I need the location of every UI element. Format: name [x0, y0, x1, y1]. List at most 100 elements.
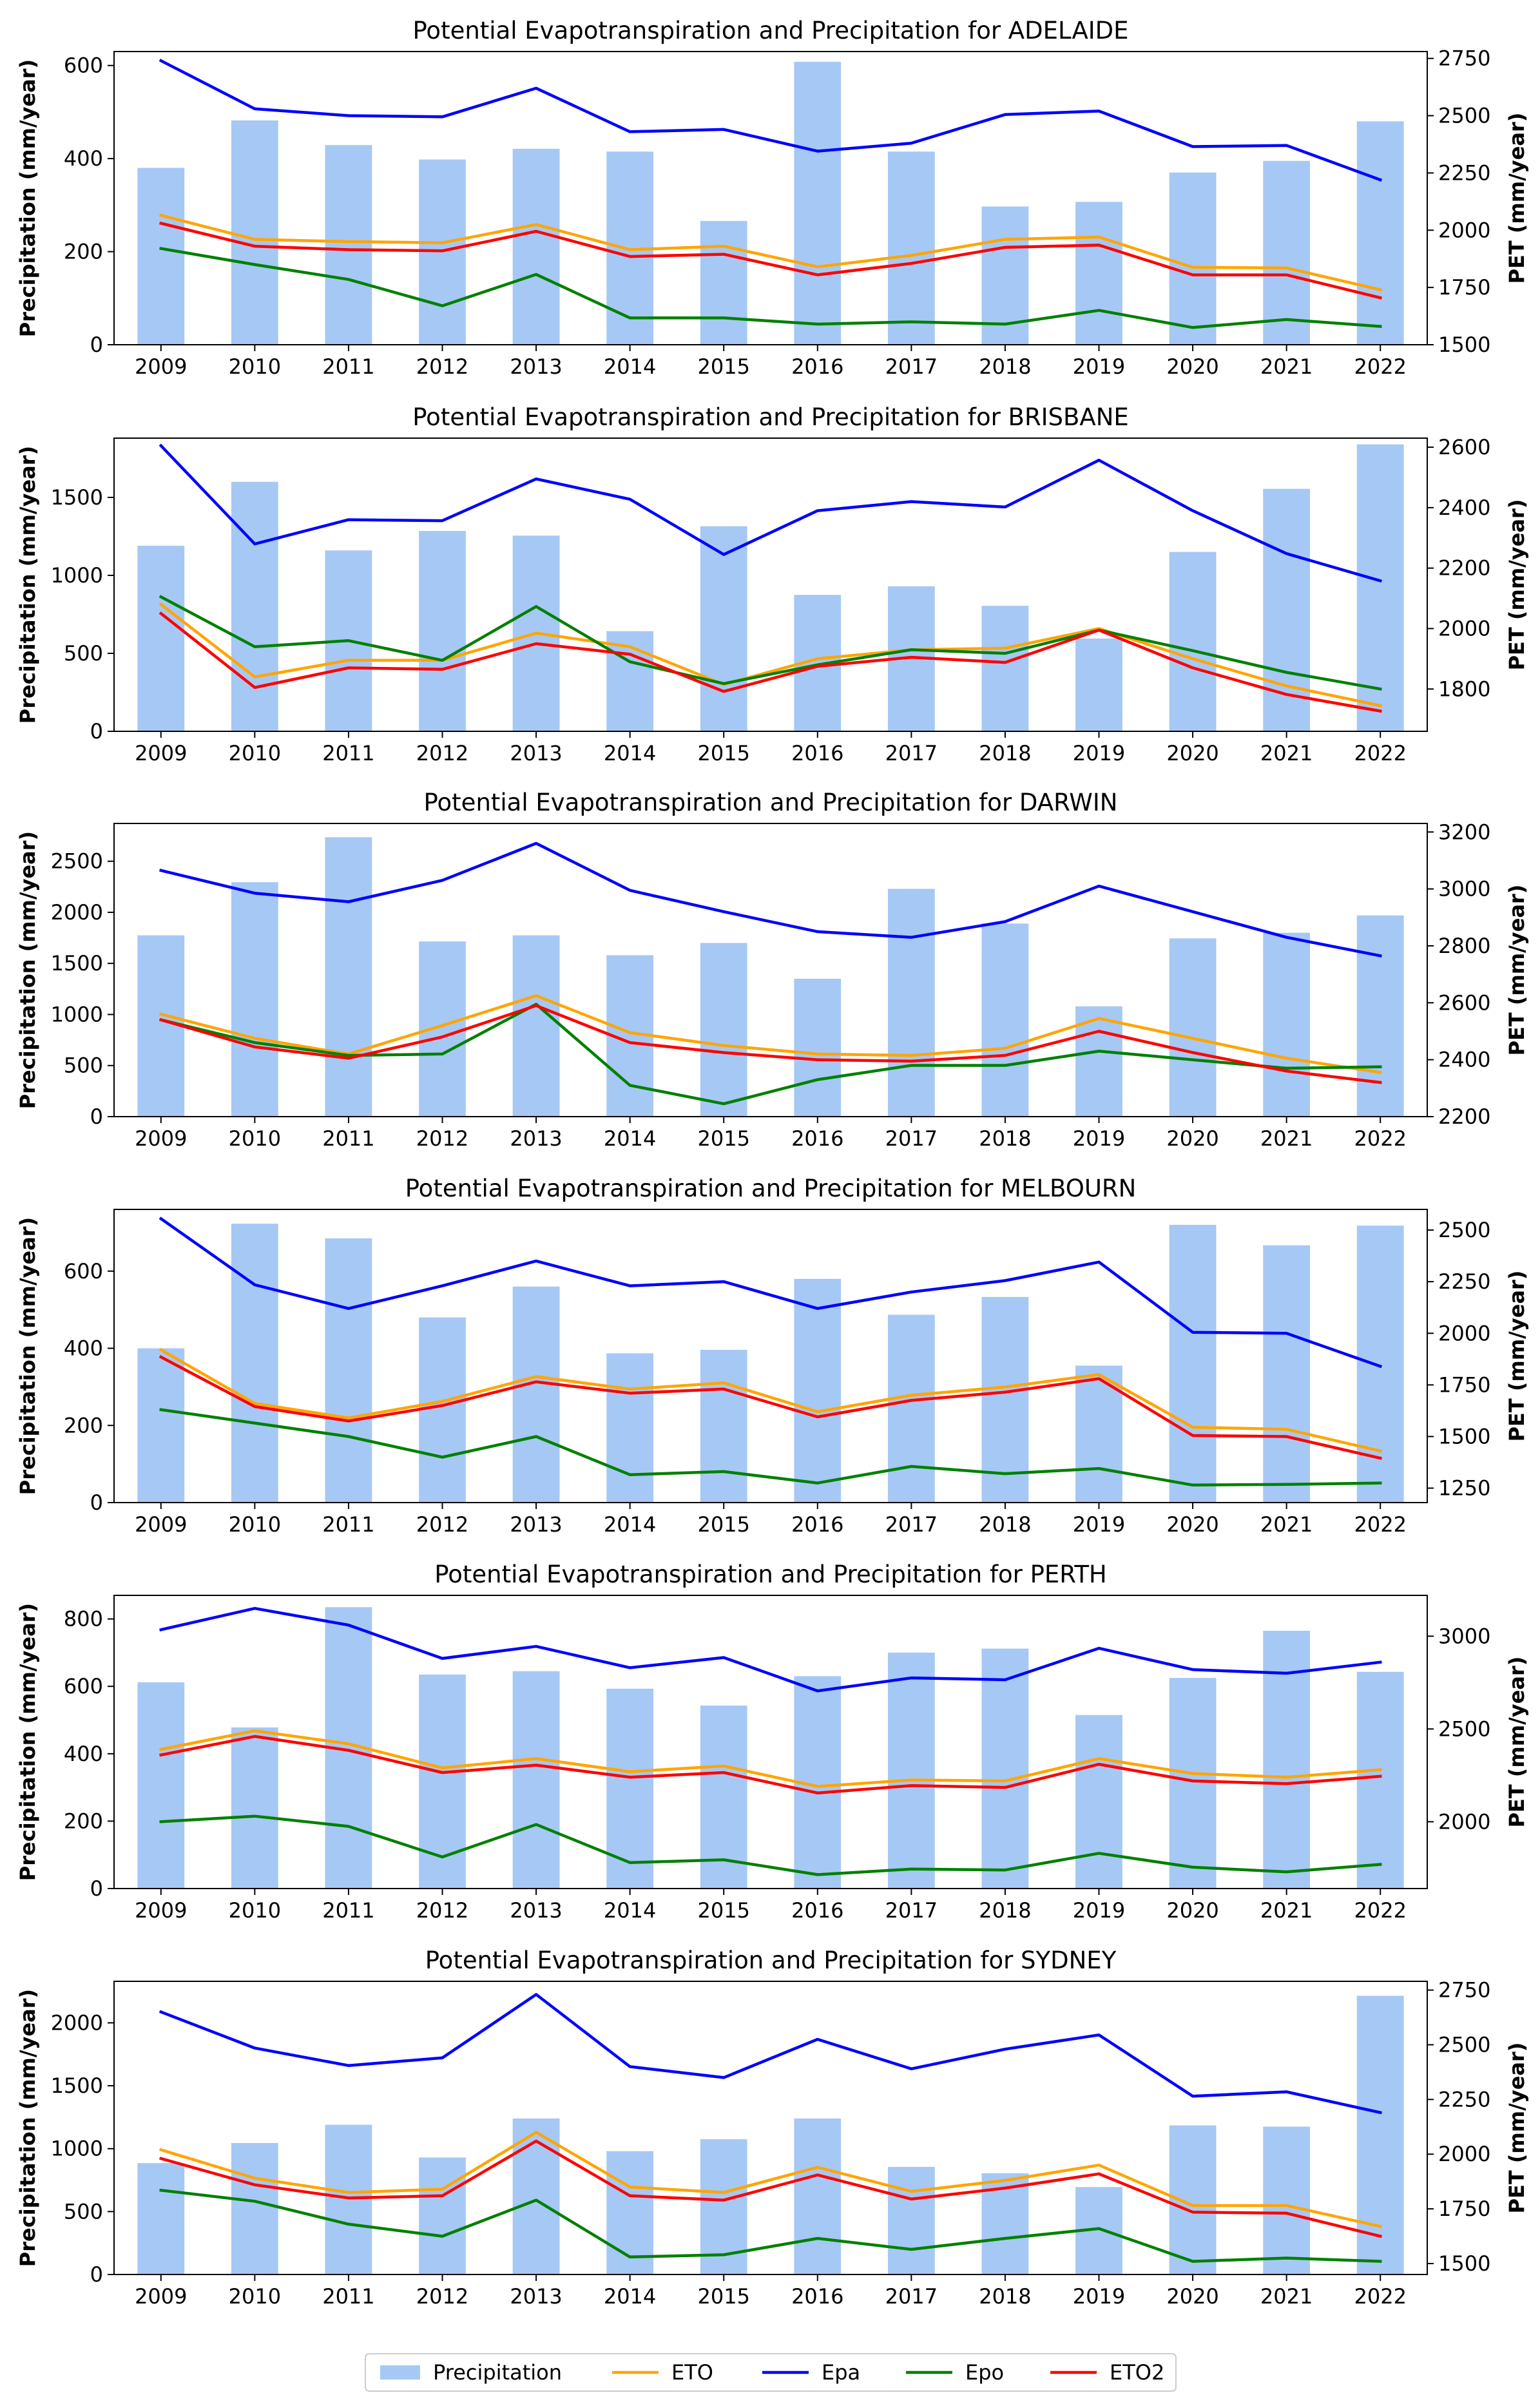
y-axis-label: Precipitation (mm/year) [15, 59, 40, 337]
precipitation-bar [325, 2124, 372, 2274]
y-tick-label: 0 [90, 719, 103, 744]
x-tick-label: 2017 [885, 354, 938, 379]
precipitation-bar [700, 943, 747, 1117]
legend-label-precipitation: Precipitation [433, 2360, 562, 2385]
series-line-eto [159, 1729, 1382, 1788]
y-tick-label: 500 [64, 2199, 103, 2224]
x-tick-label: 2013 [510, 741, 562, 765]
precipitation-bar [700, 1706, 747, 1889]
y2-tick-label: 2400 [1438, 1048, 1490, 1072]
precipitation-bar [231, 120, 278, 345]
x-tick-label: 2016 [791, 1898, 843, 1923]
y-tick-label: 1500 [51, 951, 103, 976]
x-tick-label: 2009 [135, 354, 187, 379]
y-tick-label: 1000 [51, 2137, 103, 2161]
x-tick-label: 2015 [697, 354, 749, 379]
y-tick-label: 200 [64, 240, 103, 264]
series-line-eto2 [159, 611, 1382, 713]
y2-axis-label: PET (mm/year) [1505, 1271, 1529, 1442]
series-line-eto [159, 994, 1382, 1075]
y2-tick-label: 3000 [1438, 1624, 1490, 1648]
x-tick-label: 2013 [510, 1126, 562, 1151]
x-tick-label: 2010 [229, 741, 281, 765]
precipitation-bar [887, 1314, 935, 1503]
x-tick-label: 2022 [1354, 2284, 1406, 2309]
precipitation-bar [419, 2157, 466, 2274]
x-tick-label: 2015 [697, 1512, 749, 1537]
chart-title: Potential Evapotranspiration and Precipi… [412, 403, 1129, 431]
y2-tick-label: 1500 [1438, 332, 1490, 357]
precipitation-bar [1169, 938, 1217, 1117]
precipitation-bar [1263, 160, 1311, 345]
precipitation-bar [981, 606, 1029, 731]
precipitation-bar [231, 481, 278, 731]
y-tick-label: 600 [64, 1674, 103, 1698]
x-tick-label: 2022 [1354, 1898, 1406, 1923]
precipitation-bar [981, 1296, 1029, 1503]
x-tick-label: 2012 [416, 354, 468, 379]
x-tick-label: 2018 [979, 354, 1031, 379]
series-line-eto [159, 2131, 1382, 2228]
precipitation-bar [1356, 1226, 1404, 1503]
series-line-eto2 [159, 1355, 1382, 1460]
series-line-eto2 [159, 2139, 1382, 2238]
legend-label-epo: Epo [965, 2360, 1004, 2385]
precipitation-bar [419, 531, 466, 731]
precipitation-bar [137, 1348, 185, 1503]
precipitation-bar [1263, 932, 1311, 1117]
precipitation-bar [1075, 1715, 1122, 1889]
x-tick-label: 2016 [791, 1126, 843, 1151]
precipitation-bar [794, 61, 842, 345]
plot-frame [113, 1209, 1428, 1503]
x-tick-label: 2015 [697, 1126, 749, 1151]
y2-tick-label: 1750 [1438, 1372, 1490, 1397]
y2-tick-label: 3200 [1438, 820, 1490, 844]
y-tick-label: 1000 [51, 1002, 103, 1026]
y2-tick-label: 2600 [1438, 990, 1490, 1015]
y2-tick-label: 1500 [1438, 1424, 1490, 1448]
y-tick-label: 0 [90, 332, 103, 357]
x-tick-label: 2012 [416, 741, 468, 765]
x-tick-label: 2011 [322, 741, 374, 765]
x-tick-label: 2009 [135, 741, 187, 765]
legend-swatch-precipitation [380, 2365, 420, 2380]
x-tick-label: 2021 [1260, 354, 1313, 379]
precipitation-bar [137, 1682, 185, 1889]
series-line-eto [159, 213, 1382, 292]
y-tick-label: 400 [64, 1336, 103, 1361]
precipitation-bar [887, 151, 935, 345]
x-tick-label: 2011 [322, 1126, 374, 1151]
plot-frame [113, 1595, 1428, 1889]
chart-title: Potential Evapotranspiration and Precipi… [434, 1561, 1107, 1588]
x-tick-label: 2013 [510, 1512, 562, 1537]
y-tick-label: 600 [64, 53, 103, 78]
series-line-epa [159, 841, 1382, 958]
precipitation-bar [887, 1652, 935, 1889]
plot-frame [113, 438, 1428, 732]
x-tick-label: 2012 [416, 2284, 468, 2309]
chart-panel-3: Potential Evapotranspiration and Precipi… [15, 789, 1529, 1151]
precipitation-bar [1075, 638, 1122, 731]
x-tick-label: 2021 [1260, 1512, 1313, 1537]
y-tick-label: 0 [90, 1104, 103, 1129]
x-tick-label: 2020 [1166, 1898, 1218, 1923]
precipitation-bar [981, 1648, 1029, 1889]
series-line-epo [159, 1408, 1382, 1487]
x-tick-label: 2017 [885, 1126, 938, 1151]
y-tick-label: 200 [64, 1809, 103, 1833]
precipitation-bar [1263, 2126, 1311, 2274]
precipitation-bar [794, 2118, 842, 2274]
series-line-eto [159, 1347, 1382, 1453]
x-tick-label: 2020 [1166, 1512, 1218, 1537]
precipitation-bar [325, 1238, 372, 1503]
y2-tick-label: 2250 [1438, 1269, 1490, 1294]
x-tick-label: 2016 [791, 741, 843, 765]
precipitation-bar [231, 882, 278, 1117]
precipitation-bar [981, 923, 1029, 1117]
y2-tick-label: 1750 [1438, 2197, 1490, 2221]
x-tick-label: 2015 [697, 741, 749, 765]
y2-tick-label: 2000 [1438, 218, 1490, 242]
precipitation-bar [794, 1278, 842, 1503]
x-tick-label: 2017 [885, 2284, 938, 2309]
series-line-epa [159, 59, 1383, 182]
